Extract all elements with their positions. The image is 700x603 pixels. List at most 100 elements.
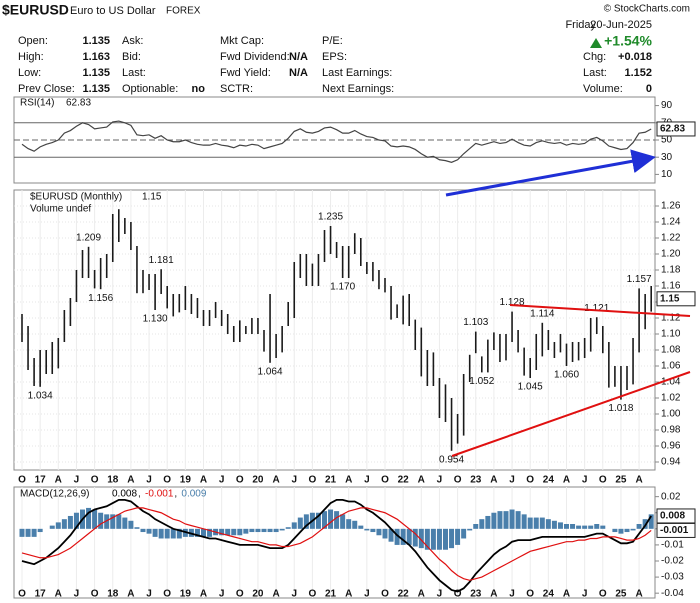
- x-tick-label: A: [272, 589, 279, 600]
- x-tick-label: 25: [615, 589, 627, 600]
- histogram-bar: [67, 515, 73, 529]
- histogram-bar: [61, 519, 67, 529]
- field-value: 1.135: [82, 83, 110, 95]
- legend-value: 0.009: [181, 489, 206, 500]
- x-tick-label: O: [599, 589, 607, 600]
- y-tick-label: 1.24: [661, 217, 681, 228]
- histogram-bar: [19, 528, 25, 537]
- histogram-bar: [612, 528, 618, 533]
- x-tick-label: J: [509, 475, 515, 486]
- histogram-bar: [449, 528, 455, 549]
- x-tick-label: O: [163, 589, 171, 600]
- y-tick-label: 10: [661, 169, 673, 180]
- x-tick-label: A: [418, 475, 425, 486]
- field-value: 1.135: [82, 67, 110, 79]
- legend-value: -0.001: [145, 489, 174, 500]
- histogram-bar: [158, 528, 164, 539]
- x-tick-label: 24: [543, 589, 555, 600]
- y-tick-label: -0.01: [661, 540, 684, 551]
- y-tick-label: 0.96: [661, 441, 681, 452]
- swing-label: 1.114: [530, 308, 555, 319]
- y-tick-label: 1.06: [661, 361, 681, 372]
- x-tick-label: 21: [325, 475, 337, 486]
- histogram-bar: [201, 528, 206, 537]
- field-label: Open:: [18, 35, 48, 47]
- x-tick-label: A: [272, 475, 279, 486]
- field-value: no: [192, 83, 206, 95]
- plot-layer: 9070503010RSI(14)62.8362.830.940.960.981…: [14, 98, 696, 600]
- x-tick-label: A: [635, 589, 642, 600]
- histogram-bar: [31, 528, 37, 537]
- x-tick-label: 17: [35, 475, 47, 486]
- histogram-bar: [25, 528, 31, 537]
- field-label: Bid:: [122, 51, 141, 63]
- x-tick-label: A: [200, 589, 207, 600]
- histogram-bar: [588, 525, 594, 529]
- x-tick-label: J: [219, 589, 225, 600]
- field-label: Volume:: [583, 83, 623, 95]
- x-tick-label: O: [163, 475, 171, 486]
- histogram-bar: [328, 509, 334, 529]
- histogram-bar: [491, 512, 497, 529]
- y-tick-label: 1.20: [661, 249, 681, 260]
- histogram-bar: [122, 517, 128, 529]
- x-tick-label: O: [309, 475, 317, 486]
- macd-line: [21, 498, 652, 593]
- last-value: 0.008: [660, 511, 685, 522]
- histogram-bar: [140, 528, 146, 533]
- panel-title: MACD(12,26,9): [20, 489, 89, 500]
- x-tick-label: J: [146, 475, 152, 486]
- x-tick-label: O: [91, 589, 99, 600]
- histogram-bar: [564, 524, 569, 529]
- histogram-bar: [521, 514, 527, 529]
- x-tick-label: A: [55, 475, 62, 486]
- histogram-bar: [545, 519, 551, 529]
- field-label: High:: [18, 51, 44, 63]
- macd-panel: [13, 486, 656, 599]
- field-label: Last:: [122, 67, 146, 79]
- y-tick-label: 1.10: [661, 329, 681, 340]
- histogram-bar: [346, 519, 352, 529]
- x-tick-label: J: [582, 475, 588, 486]
- x-tick-label: A: [127, 475, 134, 486]
- swing-label: 1.121: [584, 303, 609, 314]
- y-tick-label: 50: [661, 135, 673, 146]
- last-value-box: [656, 522, 696, 538]
- histogram-bar: [352, 520, 358, 529]
- histogram-bar: [570, 524, 576, 529]
- histogram-bar: [455, 528, 461, 545]
- histogram-bar: [322, 511, 327, 529]
- field-label: Fwd Yield:: [220, 67, 271, 79]
- x-tick-label: J: [509, 589, 515, 600]
- histogram-bar: [527, 517, 533, 529]
- histogram-bar: [231, 528, 237, 536]
- x-tick-label: A: [345, 475, 352, 486]
- x-tick-label: 18: [107, 475, 119, 486]
- field-value: 1.135: [82, 35, 110, 47]
- swing-label: 1.064: [258, 366, 283, 377]
- swing-label: 1.018: [608, 403, 633, 414]
- histogram-bar: [509, 509, 515, 529]
- histogram-bar: [418, 528, 424, 549]
- histogram-bar: [557, 522, 563, 529]
- histogram-bar: [430, 528, 436, 550]
- x-tick-label: 20: [252, 475, 264, 486]
- histogram-bar: [303, 514, 309, 529]
- histogram-bar: [334, 511, 340, 529]
- histogram-bar: [225, 528, 231, 536]
- x-tick-label: J: [437, 475, 443, 486]
- histogram-bar: [297, 517, 303, 529]
- x-tick-label: 23: [470, 589, 482, 600]
- field-label: Optionable:: [122, 83, 178, 95]
- x-tick-label: A: [563, 475, 570, 486]
- x-tick-label: J: [291, 589, 297, 600]
- x-tick-label: 25: [615, 475, 627, 486]
- histogram-bar: [273, 528, 279, 533]
- histogram-bar: [255, 528, 261, 533]
- histogram-bar: [237, 528, 243, 536]
- x-tick-label: A: [490, 589, 497, 600]
- x-tick-label: 21: [325, 589, 337, 600]
- field-label: EPS:: [322, 51, 347, 63]
- histogram-bar: [261, 528, 267, 533]
- trend-line: [509, 304, 691, 317]
